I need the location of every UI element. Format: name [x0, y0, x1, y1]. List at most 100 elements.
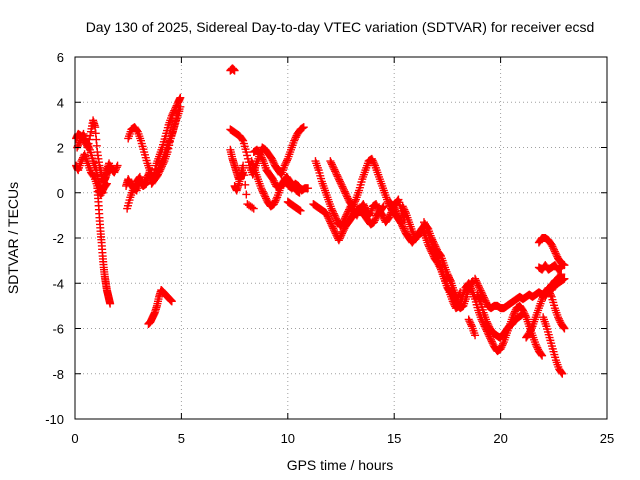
data-point: [473, 292, 482, 301]
data-point: [175, 107, 184, 116]
y-tick-label: -6: [52, 322, 64, 337]
data-point: [471, 331, 480, 340]
data-point: [332, 170, 341, 179]
data-point: [367, 154, 376, 163]
data-point: [339, 226, 348, 235]
y-tick-label: -2: [52, 231, 64, 246]
data-point: [550, 247, 559, 256]
data-point: [510, 309, 519, 318]
y-tick-label: -8: [52, 367, 64, 382]
x-tick-label: 25: [600, 431, 614, 446]
data-point: [487, 337, 496, 346]
data-point: [398, 202, 407, 211]
series-trace-18: [309, 200, 388, 245]
data-point: [140, 178, 149, 187]
data-point: [337, 180, 346, 189]
series-trace-16: [283, 197, 305, 215]
data-point: [556, 271, 565, 280]
data-point: [269, 158, 278, 167]
data-point: [415, 230, 424, 239]
data-point: [327, 204, 336, 213]
data-point: [467, 320, 476, 329]
data-point: [337, 231, 346, 240]
data-point: [517, 310, 526, 319]
data-point: [326, 217, 335, 226]
series-trace-25: [473, 290, 526, 342]
data-point: [111, 166, 120, 175]
data-point: [257, 185, 266, 194]
data-point: [339, 184, 348, 193]
data-point: [330, 226, 339, 235]
data-point: [336, 232, 345, 241]
data-point: [256, 151, 265, 160]
data-point: [258, 187, 267, 196]
data-point: [370, 216, 379, 225]
data-point: [304, 184, 313, 193]
data-point: [341, 189, 350, 198]
data-point: [83, 140, 92, 149]
data-point: [445, 275, 454, 284]
data-point: [370, 159, 379, 168]
series-trace-29: [539, 313, 567, 378]
y-tick-label: 0: [57, 186, 64, 201]
data-point: [331, 168, 340, 177]
data-point: [176, 93, 185, 102]
data-point: [242, 190, 251, 199]
chart-title: Day 130 of 2025, Sidereal Day-to-day VTE…: [86, 19, 595, 35]
data-point: [280, 161, 289, 170]
data-point: [525, 329, 534, 338]
x-tick-label: 20: [493, 431, 507, 446]
data-point: [454, 291, 463, 300]
data-point: [369, 158, 378, 167]
data-point: [466, 282, 475, 291]
data-point: [335, 234, 344, 243]
data-point: [338, 229, 347, 238]
data-point: [414, 231, 423, 240]
x-axis-ticks: 0 5 10 15 20 25: [71, 57, 614, 446]
series-trace-30: [541, 270, 566, 301]
data-point: [343, 192, 352, 201]
data-point: [335, 177, 344, 186]
data-point: [422, 223, 431, 232]
data-point: [329, 163, 338, 172]
data-point: [549, 244, 558, 253]
data-point: [113, 161, 122, 170]
data-point: [240, 171, 249, 180]
data-point: [416, 228, 425, 237]
series-trace-12: [230, 161, 258, 213]
data-point: [74, 140, 83, 149]
data-point: [453, 293, 462, 302]
data-point: [552, 250, 561, 259]
data-point: [331, 167, 340, 176]
data-point: [268, 175, 277, 184]
y-axis-ticks: -10 -8 -6 -4 -2 0 2 4 6: [45, 50, 607, 427]
data-point: [473, 290, 482, 299]
data-point: [392, 209, 401, 218]
data-point: [343, 209, 352, 218]
data-point: [333, 172, 342, 181]
data-point: [139, 181, 148, 190]
data-point: [351, 197, 360, 206]
data-points: [72, 64, 569, 378]
data-point: [241, 180, 250, 189]
data-point: [475, 283, 484, 292]
data-point: [471, 274, 480, 283]
data-point: [336, 179, 345, 188]
data-point: [496, 344, 505, 353]
data-point: [537, 350, 546, 359]
data-point: [85, 144, 94, 153]
data-point: [328, 206, 337, 215]
data-point: [399, 224, 408, 233]
data-point: [324, 214, 333, 223]
data-point: [243, 151, 252, 160]
data-point: [368, 156, 377, 165]
data-point: [157, 158, 166, 167]
data-point: [338, 227, 347, 236]
data-point: [257, 153, 266, 162]
data-point: [272, 194, 281, 203]
data-point: [261, 192, 270, 201]
data-point: [538, 351, 547, 360]
x-tick-label: 5: [178, 431, 185, 446]
data-point: [258, 155, 267, 164]
